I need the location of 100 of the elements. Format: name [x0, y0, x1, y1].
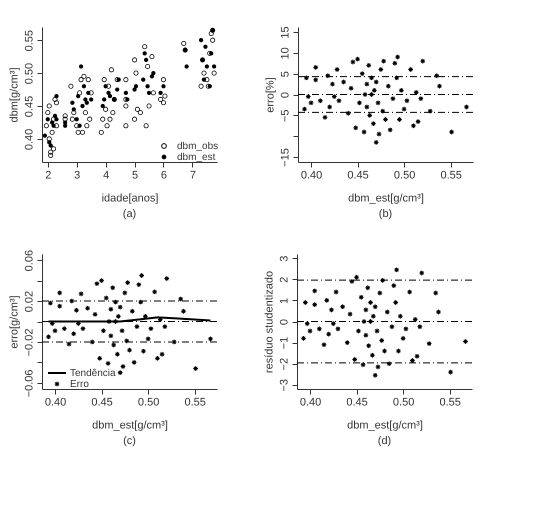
- y-tick-label: 0.55: [24, 30, 36, 52]
- x-axis-title: dbm_est[g/cm³]: [347, 420, 423, 432]
- y-tick-label: −15: [280, 148, 292, 167]
- y-axis-title: erro[%]: [264, 77, 276, 113]
- legend-label: Tendência: [70, 368, 116, 379]
- point: [74, 117, 79, 122]
- point: [108, 94, 112, 98]
- point: [106, 90, 111, 95]
- y-tick-label: −5: [280, 110, 292, 122]
- y-tick-label: 3: [278, 256, 290, 262]
- point: [132, 87, 137, 92]
- x-axis-title: dbm_est[g/cm³]: [92, 420, 168, 432]
- y-tick-label: −0.06: [24, 369, 36, 398]
- y-tick-label: 0.50: [24, 62, 36, 84]
- point: [82, 84, 86, 88]
- legend-label: dbm_obs: [177, 141, 218, 152]
- y-tick-label: 1: [278, 298, 290, 304]
- x-axis-title: idade[anos]: [102, 192, 158, 204]
- y-tick-label: 2: [278, 276, 290, 283]
- point: [212, 64, 216, 69]
- text: (b): [378, 208, 392, 220]
- point: [124, 90, 128, 95]
- point: [50, 120, 54, 125]
- x-tick-label: 7: [190, 170, 196, 182]
- y-tick-label: 0.45: [24, 96, 36, 118]
- x-tick-label: 0.45: [91, 396, 113, 408]
- x-axis-title: dbm_est[g/cm³]: [348, 192, 424, 204]
- point: [146, 90, 152, 95]
- point: [80, 104, 85, 108]
- point: [72, 107, 76, 112]
- x-tick-label: 0.55: [184, 396, 206, 408]
- point: [76, 94, 80, 98]
- x-tick-label: 4: [103, 170, 110, 182]
- y-axis-title: erro[g/cm³]: [8, 295, 20, 349]
- x-tick-label: 0.55: [439, 396, 461, 408]
- x-tick-label: 0.50: [394, 170, 416, 182]
- y-tick-label: 0: [280, 92, 292, 98]
- y-tick-label: −1: [278, 336, 290, 350]
- text: (a): [122, 208, 136, 220]
- point: [204, 64, 209, 69]
- text: (c): [123, 435, 136, 447]
- point: [51, 124, 56, 128]
- point: [102, 97, 106, 102]
- point: [141, 78, 146, 82]
- point: [86, 90, 90, 95]
- x-tick-label: 0.50: [392, 396, 414, 408]
- point: [42, 134, 48, 138]
- y-tick-label: 0.06: [24, 250, 36, 272]
- point: [151, 70, 156, 76]
- text: (d): [378, 435, 392, 447]
- point: [54, 117, 59, 122]
- point: [161, 84, 166, 88]
- x-tick-label: 0.45: [346, 396, 368, 408]
- point: [115, 87, 120, 92]
- point: [144, 58, 148, 62]
- x-tick-label: 6: [160, 170, 168, 182]
- point: [203, 44, 208, 49]
- point: [63, 120, 68, 125]
- x-tick-label: 3: [74, 170, 80, 182]
- point: [158, 90, 163, 95]
- point: [54, 94, 59, 98]
- legend-label: dbm_est: [177, 152, 216, 163]
- x-tick-label: 0.45: [347, 170, 369, 182]
- legend-label: Erro: [70, 379, 90, 390]
- x-tick-label: 5: [132, 170, 138, 182]
- point: [198, 38, 204, 42]
- point: [145, 84, 150, 88]
- point: [52, 114, 58, 118]
- y-tick-label: 15: [280, 26, 292, 39]
- y-tick-label: 0.02: [24, 290, 36, 312]
- y-tick-label: 0: [278, 318, 290, 326]
- point: [78, 64, 84, 69]
- point: [100, 104, 105, 108]
- x-tick-label: 2: [45, 170, 52, 182]
- x-tick-label: 0.40: [300, 170, 322, 182]
- point: [184, 64, 189, 69]
- point: [46, 117, 50, 122]
- y-tick-label: −2: [278, 358, 290, 370]
- x-tick-label: 0.40: [300, 396, 322, 408]
- point: [89, 97, 94, 102]
- y-tick-label: 0.40: [24, 128, 36, 150]
- x-tick-label: 0.50: [138, 396, 160, 408]
- point: [104, 84, 108, 88]
- point: [134, 84, 138, 88]
- point: [48, 143, 53, 148]
- point: [202, 78, 206, 82]
- x-tick-label: 0.55: [440, 170, 462, 182]
- y-tick-label: −0.02: [24, 328, 36, 356]
- point: [142, 51, 147, 56]
- y-axis-title: resíduo studentizado: [264, 270, 276, 374]
- y-tick-label: 5: [280, 71, 292, 78]
- y-axis-title: dbm[g/cm³]: [8, 67, 20, 123]
- point: [84, 100, 89, 105]
- point: [77, 124, 82, 128]
- x-tick-label: 0.40: [44, 396, 66, 408]
- y-tick-label: 10: [280, 47, 292, 60]
- point: [47, 140, 52, 144]
- y-tick-label: −3: [278, 379, 290, 392]
- point: [70, 100, 74, 105]
- point: [150, 74, 154, 79]
